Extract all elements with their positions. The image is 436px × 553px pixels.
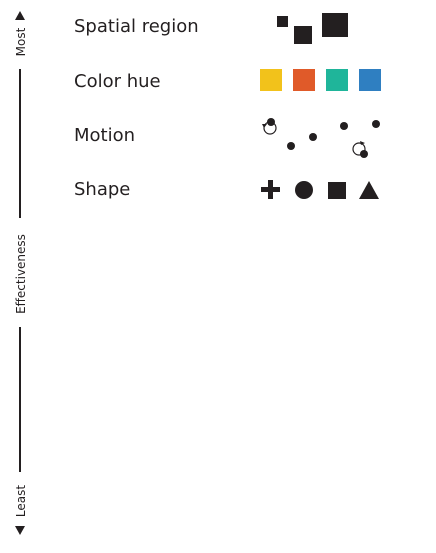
channel-label-motion: Motion xyxy=(74,125,136,146)
small-square-icon xyxy=(277,16,288,27)
dot-icon xyxy=(287,142,295,150)
effectiveness-axis: Most Effectiveness Least xyxy=(14,11,28,535)
teal-square-icon xyxy=(326,69,348,91)
down-arrow-icon xyxy=(15,526,25,535)
large-square-icon xyxy=(322,13,348,37)
dot-icon xyxy=(267,118,275,126)
color-hue-glyph xyxy=(260,69,381,91)
channel-glyphs xyxy=(260,13,381,199)
up-arrow-icon xyxy=(15,11,25,20)
axis-top-label: Most xyxy=(14,27,28,56)
blue-square-icon xyxy=(359,69,381,91)
axis-middle-label: Effectiveness xyxy=(14,234,28,314)
circle-icon xyxy=(295,181,313,199)
arrowhead-icon xyxy=(262,124,267,128)
channel-label-spatial-region: Spatial region xyxy=(74,16,199,37)
shape-glyph xyxy=(261,180,379,199)
motion-glyph xyxy=(262,118,380,158)
axis-bottom-label: Least xyxy=(14,485,28,517)
arrowhead-icon xyxy=(360,141,365,145)
dot-icon xyxy=(372,120,380,128)
dot-icon xyxy=(309,133,317,141)
triangle-icon xyxy=(359,181,379,199)
orange-square-icon xyxy=(293,69,315,91)
medium-square-icon xyxy=(294,26,312,44)
channel-label-color-hue: Color hue xyxy=(74,71,161,92)
plus-icon xyxy=(261,180,280,199)
dot-icon xyxy=(360,150,368,158)
rotation-arrow-icon xyxy=(352,142,366,156)
spatial-region-glyph xyxy=(277,13,348,44)
dot-icon xyxy=(340,122,348,130)
yellow-square-icon xyxy=(260,69,282,91)
channel-label-shape: Shape xyxy=(74,179,131,200)
square-icon xyxy=(328,182,346,199)
